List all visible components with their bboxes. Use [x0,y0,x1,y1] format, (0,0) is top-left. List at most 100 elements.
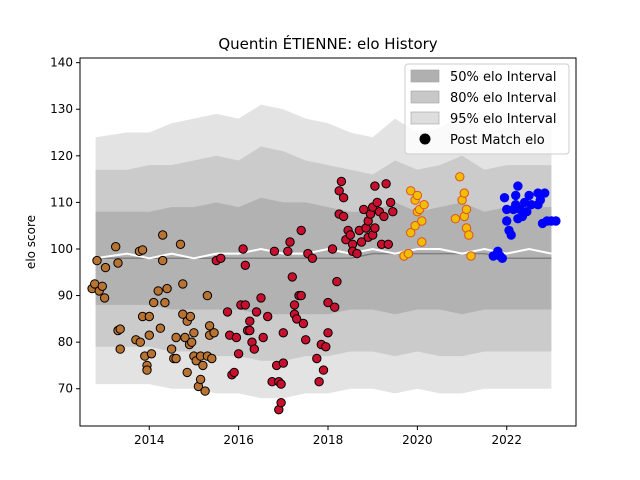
data-point [385,197,396,208]
legend-label: 95% elo Interval [450,112,557,127]
data-point [171,353,181,364]
data-point [551,216,561,226]
data-point [175,239,186,250]
data-point [155,323,166,333]
y-axis: 70 80 90 100 110 120 130 140 [50,56,80,396]
data-point [189,328,199,338]
data-point [406,186,416,196]
data-point [278,358,288,368]
data-point [540,188,550,198]
data-point [314,377,324,387]
data-point [336,176,347,187]
legend-label: 50% elo Interval [450,70,557,85]
data-point [419,200,429,210]
data-point [379,211,389,222]
data-point [298,318,309,329]
data-point [345,230,355,240]
data-point [153,286,163,296]
band-50 [95,197,552,315]
data-point [258,332,268,343]
data-point [323,328,333,338]
x-axis: 2014 2016 2018 2020 2022 [134,426,522,447]
y-tick-label: 90 [58,289,73,303]
data-point [406,228,416,238]
data-point [115,344,125,354]
data-point [412,190,423,201]
data-point [238,244,248,254]
y-tick-label: 110 [50,195,73,209]
data-point [249,344,260,354]
data-point [276,379,286,389]
data-point [356,237,367,247]
data-point [144,311,155,322]
data-point [312,353,322,364]
data-point [142,365,152,375]
data-point [202,290,213,301]
data-point [135,337,146,347]
data-point [381,179,391,189]
data-point [137,245,148,255]
data-point [461,204,472,215]
data-point [370,181,380,191]
data-point [276,398,286,408]
x-tick-label: 2016 [223,433,254,447]
data-point [178,279,188,289]
data-point [100,262,111,273]
data-point [307,253,318,263]
data-point [204,321,215,331]
data-point [111,242,121,252]
data-point [388,207,398,217]
data-point [263,311,273,322]
data-point [251,307,262,317]
data-point [522,207,532,217]
data-point [216,253,226,263]
y-tick-label: 140 [50,56,73,70]
legend-swatch [410,69,440,83]
data-point [296,290,306,301]
y-tick-label: 100 [50,242,73,256]
data-point [229,367,239,378]
data-point [327,244,338,254]
data-point [162,283,172,294]
y-tick-label: 130 [50,102,73,116]
data-point [233,349,244,359]
data-point [450,214,461,224]
data-point [171,332,181,343]
data-point [115,324,125,334]
x-tick-label: 2020 [402,433,433,447]
data-point [180,332,190,343]
legend: 50% elo Interval 80% elo Interval 95% elo … [404,63,570,155]
data-point [207,353,217,364]
data-point [410,221,420,231]
data-point [195,374,206,385]
data-point [323,297,333,308]
data-point [200,386,210,396]
data-point [370,223,380,233]
data-point [182,367,192,378]
data-point [158,230,168,240]
y-tick-label: 70 [58,382,73,396]
median-line [95,252,552,260]
data-point [383,239,393,250]
data-point [269,246,280,257]
data-point [318,365,329,375]
data-point [245,325,255,336]
y-tick-label: 80 [58,335,73,349]
data-point [338,211,349,222]
data-point [455,172,465,182]
data-point [166,344,177,354]
data-point [296,225,306,236]
data-point [417,216,427,226]
data-point [144,330,155,340]
data-point [497,253,507,263]
legend-swatch [410,90,440,104]
data-point [506,230,516,240]
data-point [511,190,521,201]
x-tick-label: 2022 [491,433,522,447]
data-point [146,349,157,359]
data-point [338,193,349,203]
data-point [466,251,476,261]
data-point [160,297,170,308]
data-point [245,316,255,326]
